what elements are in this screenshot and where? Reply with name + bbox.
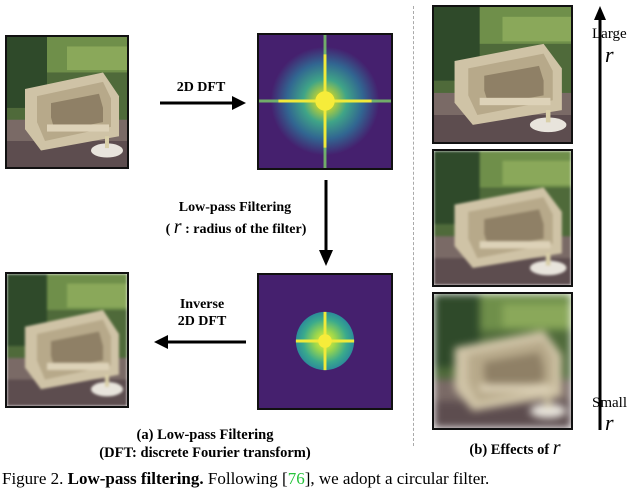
- radius-symbol: r: [173, 216, 182, 238]
- inverse-label-line1: Inverse: [179, 297, 225, 312]
- low-pass-arrow: [319, 180, 333, 266]
- citation-link[interactable]: 76: [287, 469, 305, 488]
- radius-scale-arrow: [594, 6, 606, 430]
- caption-text-before-ref: Following [: [207, 469, 288, 488]
- panel-divider: [413, 6, 414, 446]
- figure-number: Figure 2.: [2, 469, 64, 488]
- effect-image-medium-r: [432, 149, 573, 287]
- dft-arrow: [160, 96, 246, 110]
- inverse-label-line2: 2D DFT: [177, 314, 227, 329]
- inverse-dft-arrow: [154, 335, 246, 349]
- frequency-spectrum: [257, 33, 393, 170]
- low-pass-label-paren: (: [165, 222, 171, 237]
- low-pass-label-radius-text: : radius of the filter): [185, 222, 307, 237]
- original-image: [5, 35, 129, 169]
- low-pass-label-line1: Low-pass Filtering: [178, 200, 292, 215]
- subcaption-b: (b) Effects of r: [440, 437, 590, 460]
- subcaption-b-symbol: r: [552, 437, 561, 459]
- low-pass-label-line2: ( r : radius of the filter): [150, 216, 322, 239]
- figure-title: Low-pass filtering.: [67, 469, 204, 488]
- filtered-spectrum: [257, 273, 393, 410]
- effect-image-large-r: [432, 5, 573, 144]
- large-r-symbol: r: [605, 42, 614, 67]
- subcaption-a-line2: (DFT: discrete Fourier transform): [99, 445, 311, 461]
- subcaption-a-line1: (a) Low-pass Filtering: [136, 427, 274, 443]
- caption-text-after-ref: ], we adopt a circular filter.: [304, 469, 490, 488]
- dft-arrow-label: 2D DFT: [176, 80, 226, 95]
- small-r-symbol: r: [605, 410, 614, 435]
- small-label: Small: [592, 395, 628, 411]
- reconstructed-image: [5, 272, 129, 408]
- figure-caption: Figure 2. Low-pass filtering. Following …: [2, 469, 489, 489]
- effect-image-small-r: [432, 292, 573, 430]
- subcaption-b-text: (b) Effects of: [469, 442, 550, 458]
- large-label: Large: [592, 26, 627, 42]
